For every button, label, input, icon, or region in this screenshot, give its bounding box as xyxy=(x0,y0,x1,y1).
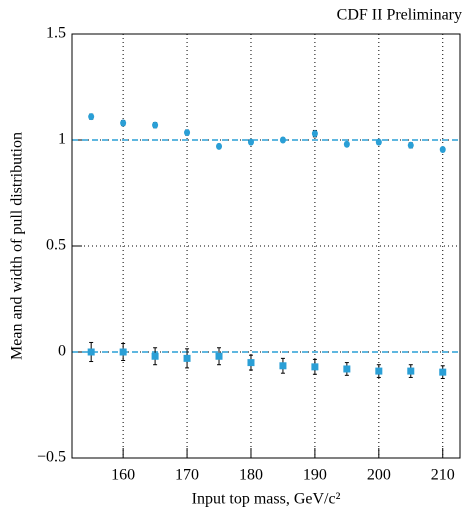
point xyxy=(279,136,286,144)
plot-frame xyxy=(71,33,461,459)
point xyxy=(247,138,254,146)
point xyxy=(375,138,382,146)
y-tick-label: 1 xyxy=(58,131,66,148)
y-tick-label: 1.5 xyxy=(46,25,66,42)
y-axis-label: Mean and width of pull distribution xyxy=(9,132,26,360)
point xyxy=(343,365,351,373)
point xyxy=(120,119,127,127)
point xyxy=(311,130,318,138)
point xyxy=(88,113,95,121)
point xyxy=(439,368,447,376)
point xyxy=(215,352,223,360)
point xyxy=(439,146,446,154)
x-tick-label: 160 xyxy=(111,467,135,484)
point xyxy=(311,363,319,371)
point xyxy=(184,129,191,137)
point xyxy=(407,367,415,375)
x-tick-label: 200 xyxy=(367,467,391,484)
y-tick-label: 0 xyxy=(58,343,66,360)
point xyxy=(343,140,350,148)
x-tick-label: 210 xyxy=(431,467,455,484)
point xyxy=(152,121,159,129)
x-axis-label: Input top mass, GeV/c² xyxy=(192,491,341,508)
point xyxy=(279,362,287,370)
x-tick-label: 180 xyxy=(239,467,263,484)
point xyxy=(407,141,414,149)
point xyxy=(119,348,127,356)
point xyxy=(216,142,223,150)
x-tick-label: 190 xyxy=(303,467,327,484)
point xyxy=(87,348,95,356)
x-tick-label: 170 xyxy=(175,467,199,484)
y-tick-label: 0.5 xyxy=(46,237,66,254)
point xyxy=(247,359,255,367)
point xyxy=(151,352,159,360)
chart-title: CDF II Preliminary xyxy=(337,7,462,24)
point xyxy=(183,354,191,362)
y-tick-label: −0.5 xyxy=(37,449,66,466)
point xyxy=(375,367,383,375)
